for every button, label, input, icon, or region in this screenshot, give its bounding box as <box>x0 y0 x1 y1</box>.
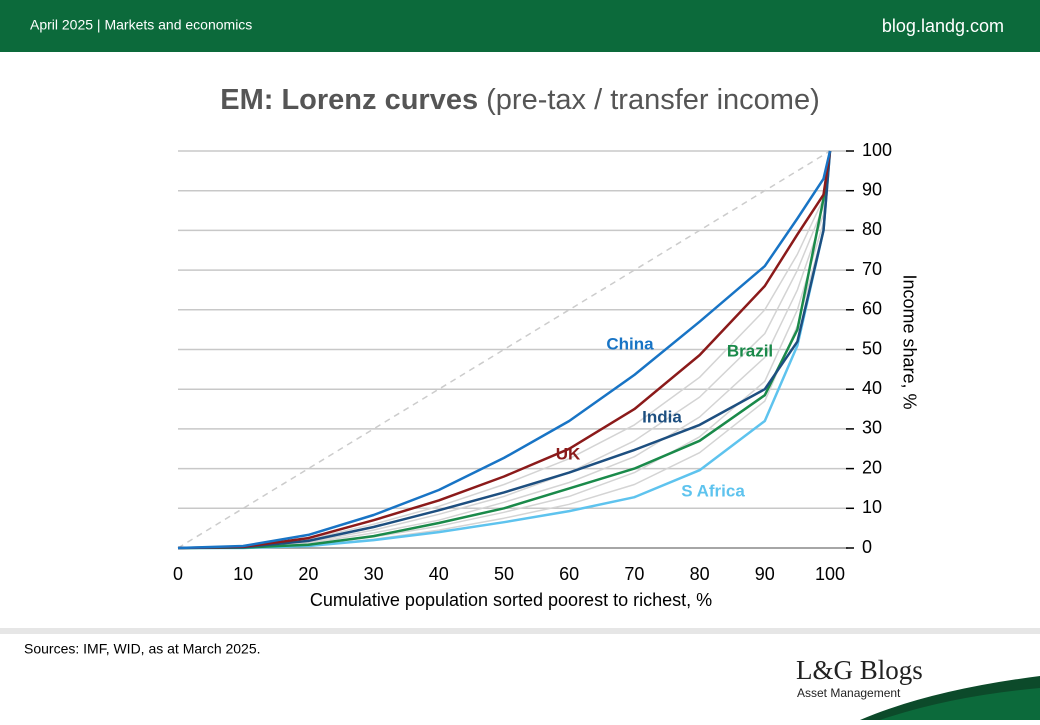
x-tick-label: 30 <box>364 564 384 584</box>
x-tick-label: 70 <box>624 564 644 584</box>
y-tick-label: 40 <box>862 378 882 398</box>
x-tick-label: 60 <box>559 564 579 584</box>
chart-title-group: EM: Lorenz curves (pre-tax / transfer in… <box>220 84 820 116</box>
x-tick-label: 100 <box>815 564 845 584</box>
series-label: Brazil <box>727 341 773 360</box>
x-tick-label: 80 <box>690 564 710 584</box>
y-tick-label: 20 <box>862 457 882 477</box>
header-site[interactable]: blog.landg.com <box>882 16 1004 36</box>
x-tick-label: 20 <box>298 564 318 584</box>
y-tick-label: 60 <box>862 299 882 319</box>
y-tick-label: 70 <box>862 259 882 279</box>
series-label: India <box>642 407 682 426</box>
y-tick-label: 0 <box>862 537 872 557</box>
header-bar <box>0 0 1040 52</box>
x-axis-label: Cumulative population sorted poorest to … <box>310 590 712 610</box>
y-tick-label: 50 <box>862 338 882 358</box>
chart-title: EM: Lorenz curves <box>220 84 478 116</box>
header-section: April 2025 | Markets and economics <box>30 17 252 33</box>
x-tick-label: 90 <box>755 564 775 584</box>
footer-rule <box>0 628 1040 634</box>
series-line <box>177 150 832 550</box>
x-tick-label: 0 <box>173 564 183 584</box>
logo: L&G Blogs <box>796 655 923 685</box>
y-tick-label: 10 <box>862 497 882 517</box>
y-tick-label: 100 <box>862 140 892 160</box>
x-tick-label: 50 <box>494 564 514 584</box>
y-tick-label: 80 <box>862 219 882 239</box>
x-tick-label: 10 <box>233 564 253 584</box>
y-tick-label: 90 <box>862 179 882 199</box>
series-line <box>177 150 832 550</box>
series-label: S Africa <box>681 481 745 500</box>
y-axis-label: Income share, % <box>899 274 919 409</box>
logo-swoosh <box>880 688 1040 720</box>
y-tick-label: 30 <box>862 418 882 438</box>
series-label: UK <box>556 444 581 463</box>
x-tick-label: 40 <box>429 564 449 584</box>
plot: 0 10 20 30 40 50 60 70 80 90 100 0 10 20 30 40 50 60 70 80 9… <box>173 140 892 584</box>
chart-subtitle: (pre-tax / transfer income) <box>486 84 820 116</box>
logo-subtitle: Asset Management <box>797 686 901 700</box>
source-note: Sources: IMF, WID, as at March 2025. <box>24 641 261 657</box>
series-line <box>177 150 832 550</box>
series-label: China <box>606 334 654 353</box>
series-line <box>177 150 831 549</box>
series-line <box>177 150 832 550</box>
